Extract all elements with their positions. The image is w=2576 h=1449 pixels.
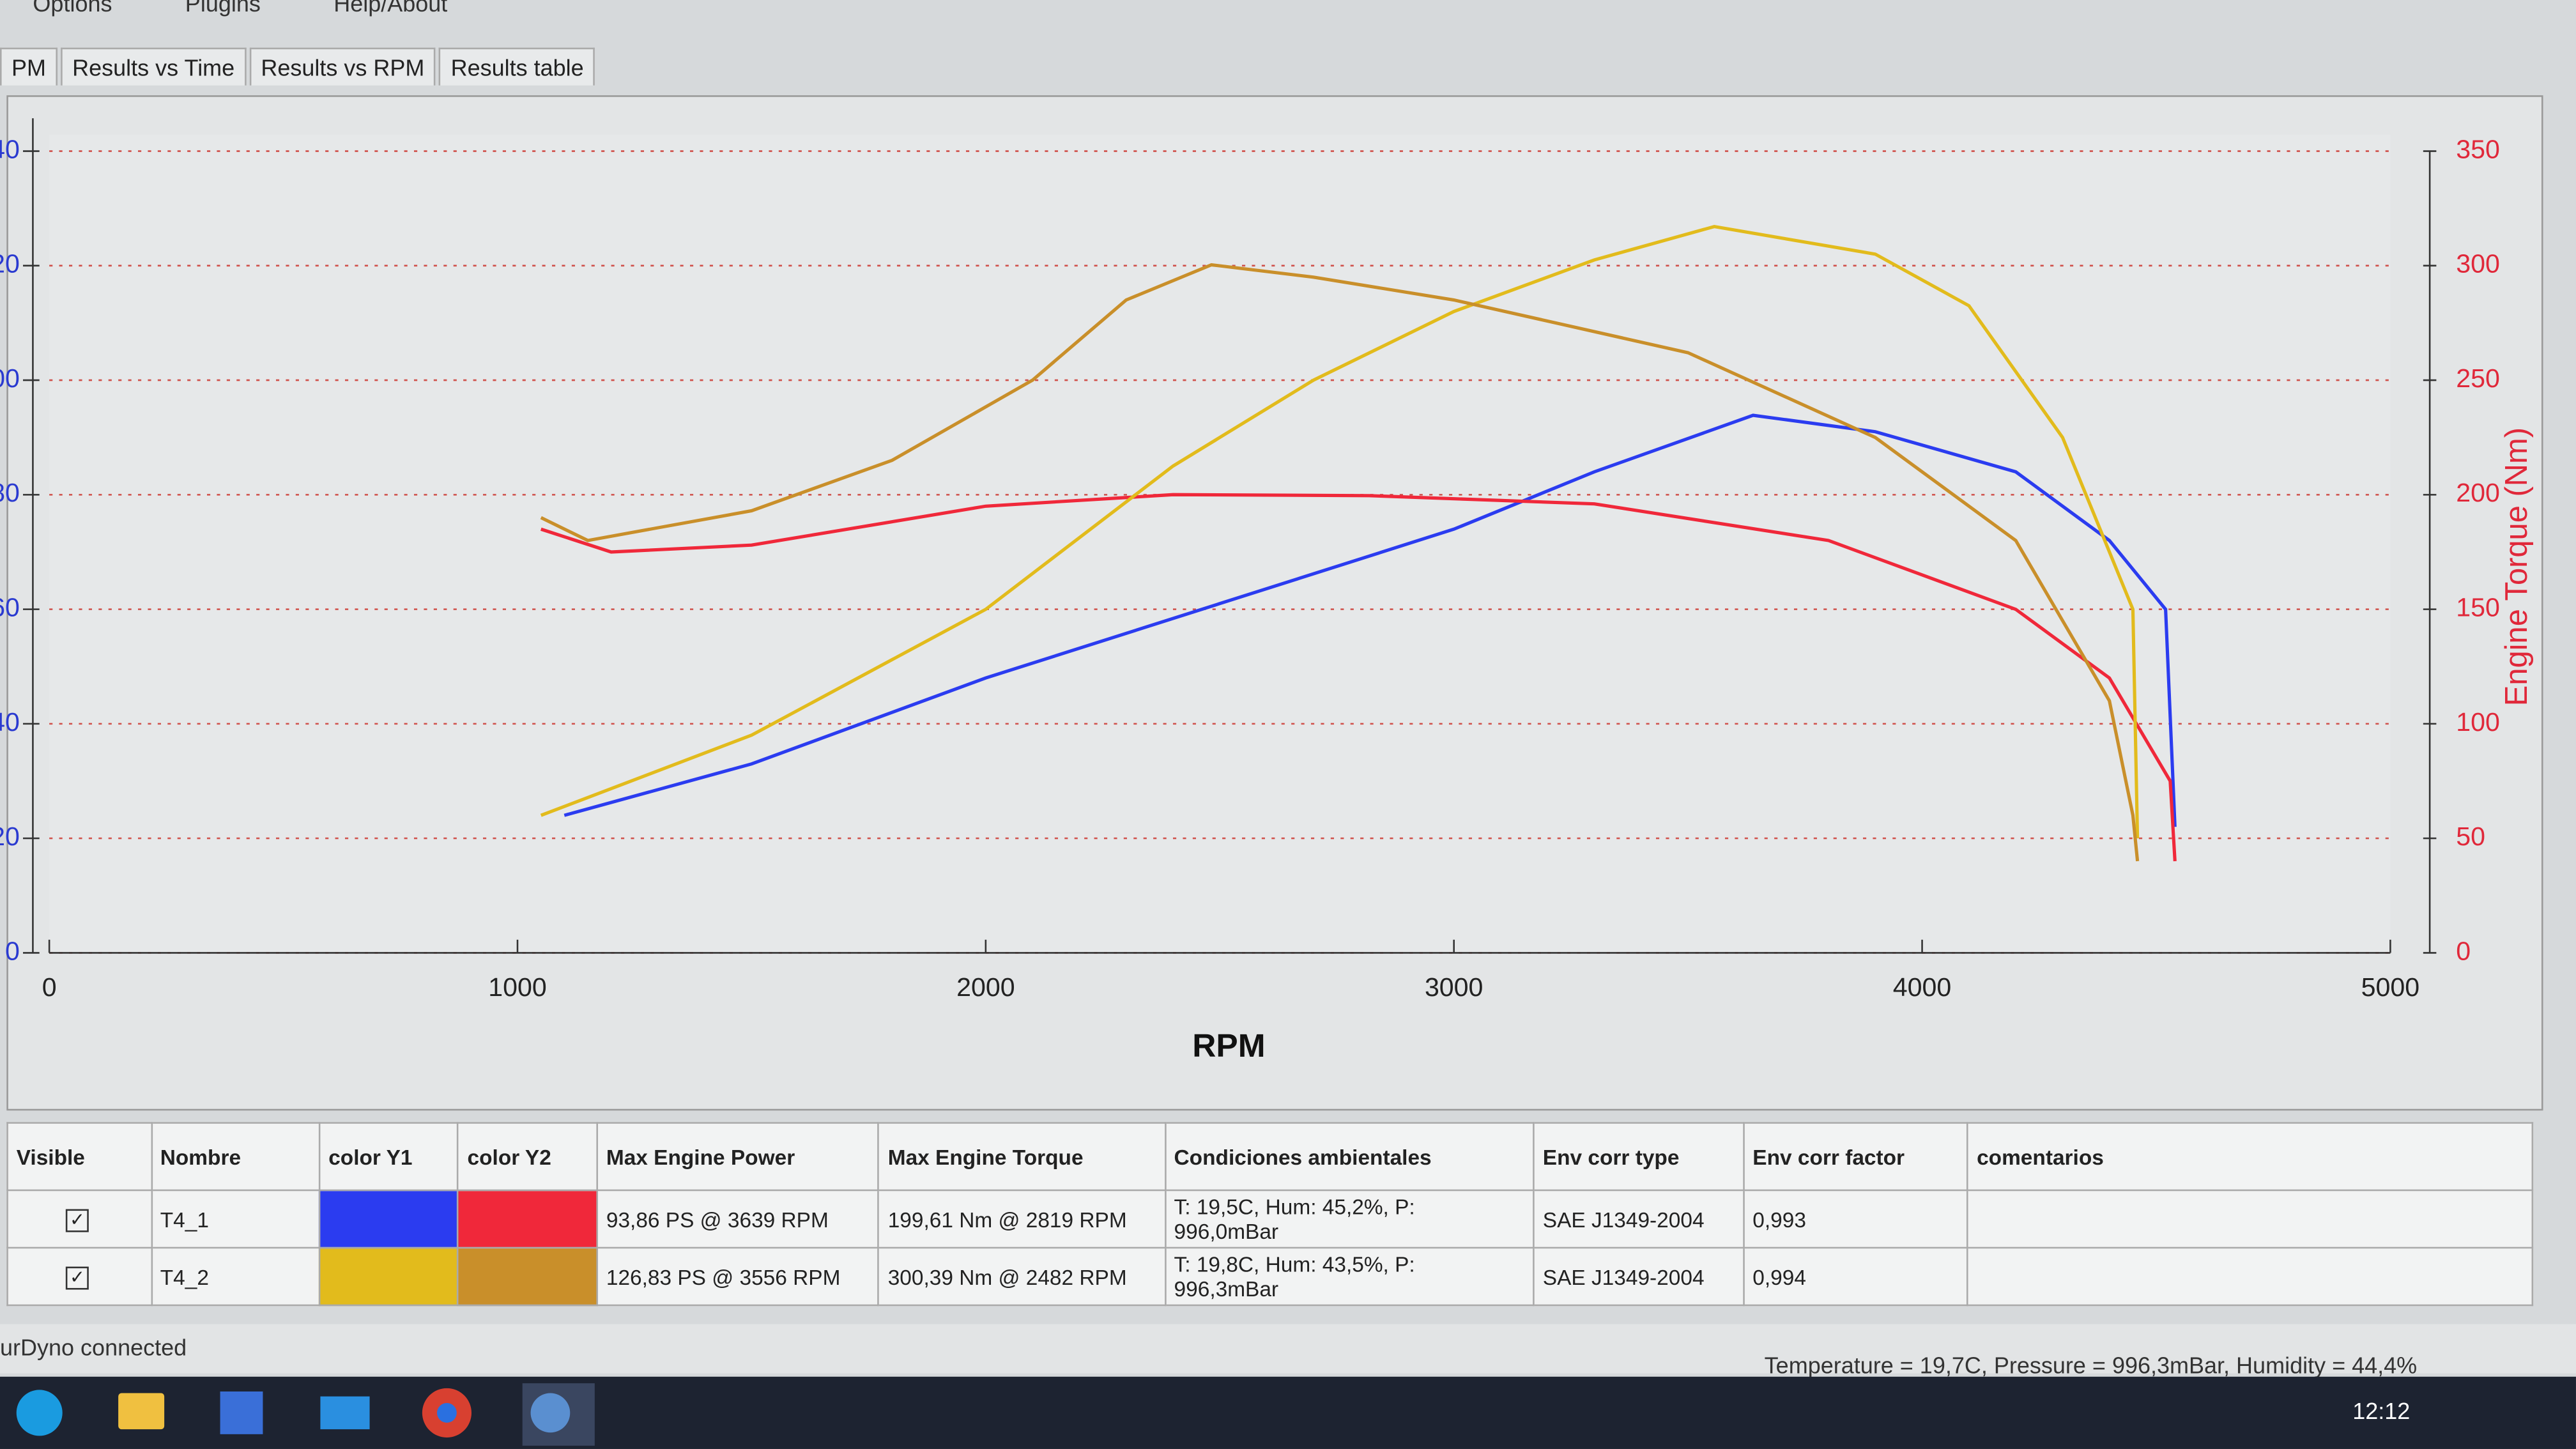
y-tick-label: 140 xyxy=(0,134,20,164)
column-header: Max Engine Torque xyxy=(878,1122,1166,1192)
column-header: Condiciones ambientales xyxy=(1164,1122,1535,1192)
column-header: Nombre xyxy=(150,1122,321,1192)
series-line xyxy=(540,263,2140,862)
y-tick-label: 100 xyxy=(0,364,20,393)
y-tick-label: 0 xyxy=(5,936,20,965)
y-tick-label: 40 xyxy=(0,707,20,737)
cell: 93,86 PS @ 3639 RPM xyxy=(596,1189,880,1249)
menu-bar: Options Plugins Help/About xyxy=(33,0,513,20)
clock: 12:12 xyxy=(2352,1398,2410,1424)
explorer-icon[interactable] xyxy=(118,1393,165,1430)
x-axis-label: RPM xyxy=(1192,1027,1265,1064)
series-line xyxy=(540,224,2140,839)
tab[interactable]: Results vs Time xyxy=(61,47,247,86)
x-tick-label: 1000 xyxy=(488,972,547,1002)
color-y2 xyxy=(457,1189,598,1249)
y2-tick-label: 250 xyxy=(2456,364,2500,393)
y2-tick-label: 100 xyxy=(2456,707,2500,737)
column-header: Env corr type xyxy=(1533,1122,1745,1192)
color-y1 xyxy=(318,1189,459,1249)
series-line xyxy=(564,413,2177,827)
cell: T: 19,5C, Hum: 45,2%, P: 996,0mBar xyxy=(1164,1189,1535,1249)
cell: T: 19,8C, Hum: 43,5%, P: 996,3mBar xyxy=(1164,1246,1535,1307)
menu-item[interactable]: Plugins xyxy=(185,0,261,17)
cell: SAE J1349-2004 xyxy=(1533,1189,1745,1249)
cell: 0,993 xyxy=(1742,1189,1969,1249)
comment-cell xyxy=(1966,1189,2534,1249)
column-header: comentarios xyxy=(1966,1122,2534,1192)
status-text: urDyno connected xyxy=(0,1333,187,1361)
x-tick-label: 3000 xyxy=(1425,972,1483,1002)
visible-checkbox[interactable]: ✓ xyxy=(6,1189,152,1249)
cell: 126,83 PS @ 3556 RPM xyxy=(596,1246,880,1307)
y2-tick-label: 0 xyxy=(2456,936,2471,965)
color-y1 xyxy=(318,1246,459,1307)
column-header: color Y1 xyxy=(318,1122,459,1192)
tab-bar: PM Results vs Time Results vs RPM Result… xyxy=(0,47,599,86)
taskbar-icons: 12:12 xyxy=(16,1383,2410,1446)
x-tick-label: 4000 xyxy=(1893,972,1952,1002)
mail-icon[interactable] xyxy=(320,1396,370,1430)
table-row: ✓ T4_1 93,86 PS @ 3639 RPM 199,61 Nm @ 2819… xyxy=(6,1189,2534,1249)
color-y2 xyxy=(457,1246,598,1307)
visible-checkbox[interactable]: ✓ xyxy=(6,1246,152,1307)
cell: T4_1 xyxy=(150,1189,321,1249)
status-bar: urDyno connected Temperature = 19,7C, Pr… xyxy=(0,1324,2576,1378)
cell: SAE J1349-2004 xyxy=(1533,1246,1745,1307)
y2-tick-label: 50 xyxy=(2456,822,2485,851)
y-tick-label: 20 xyxy=(0,822,20,851)
y-tick-label: 120 xyxy=(0,249,20,279)
header-row: Visible Nombre color Y1 color Y2 Max Engine … xyxy=(6,1122,2534,1192)
menu-item[interactable]: Help/About xyxy=(334,0,448,17)
taskbar: 12:12 xyxy=(0,1376,2576,1449)
x-tick-label: 2000 xyxy=(956,972,1015,1002)
cell: 300,39 Nm @ 2482 RPM xyxy=(878,1246,1166,1307)
store-icon[interactable] xyxy=(220,1391,263,1434)
cell: 0,994 xyxy=(1742,1246,1969,1307)
table-row: ✓ T4_2 126,83 PS @ 3556 RPM 300,39 Nm @ 248… xyxy=(6,1246,2534,1307)
y2-tick-label: 200 xyxy=(2456,478,2500,507)
tab[interactable]: Results table xyxy=(439,47,595,86)
column-header: Visible xyxy=(6,1122,152,1192)
cell: 199,61 Nm @ 2819 RPM xyxy=(878,1189,1166,1249)
y2-tick-label: 150 xyxy=(2456,592,2500,622)
column-header: Max Engine Power xyxy=(596,1122,880,1192)
series-line xyxy=(540,493,2177,862)
comment-cell xyxy=(1966,1246,2534,1307)
y2-tick-label: 350 xyxy=(2456,134,2500,164)
y2-axis-label: Engine Torque (Nm) xyxy=(2499,427,2534,706)
edge-icon[interactable] xyxy=(16,1390,63,1436)
x-tick-label: 5000 xyxy=(2361,972,2420,1002)
menu-item[interactable]: Options xyxy=(33,0,112,17)
plot-area xyxy=(49,134,2391,953)
cell: T4_2 xyxy=(150,1246,321,1307)
chart: RPM Engine Torque (Nm) 05010015020025030… xyxy=(0,118,2534,1064)
y-tick-label: 80 xyxy=(0,478,20,507)
y2-tick-label: 300 xyxy=(2456,249,2500,279)
x-tick-label: 0 xyxy=(42,972,57,1002)
status-text: Temperature = 19,7C, Pressure = 996,3mBa… xyxy=(1764,1352,2418,1379)
column-header: color Y2 xyxy=(457,1122,598,1192)
tab[interactable]: Results vs RPM xyxy=(249,47,436,86)
tab[interactable]: PM xyxy=(0,47,57,86)
y-tick-label: 60 xyxy=(0,592,20,622)
column-header: Env corr factor xyxy=(1742,1122,1969,1192)
results-table: Visible Nombre color Y1 color Y2 Max Engine … xyxy=(6,1122,2534,1307)
